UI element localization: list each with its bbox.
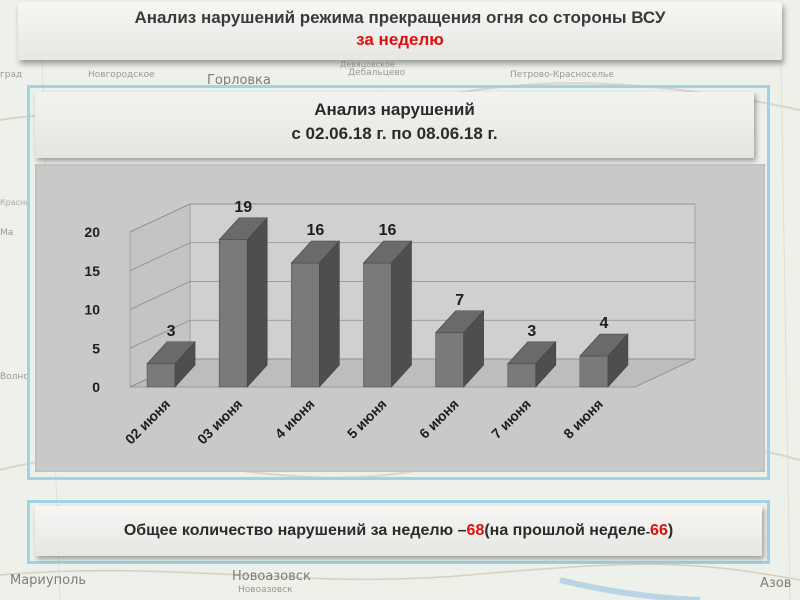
data-label: 7 [455,292,464,309]
x-tick-label: 5 июня [344,396,390,442]
bar-top [362,240,413,264]
y-tick-label: 0 [92,379,100,395]
summary-prefix: Общее количество нарушений за неделю – [123,522,467,539]
y-tick-label: 20 [84,224,100,240]
data-label: 16 [379,222,397,239]
bar-top [434,310,485,334]
map-label-novoazovsk: Новоазовск [232,569,311,584]
y-tick-label: 5 [92,340,100,356]
map-label-debaltsevo: Дебальцево [348,68,406,78]
x-tick-label: 7 июня [488,396,534,442]
bar [146,363,176,388]
x-tick-label: 03 июня [194,396,245,447]
bar-side [391,240,412,388]
chart-header: Анализ нарушений с 02.06.18 г. по 08.06.… [35,92,754,158]
y-tick-label: 15 [84,263,100,279]
data-label: 3 [527,323,536,340]
data-label: 4 [599,315,608,332]
bar [218,239,248,388]
map-label-petrovo: Петрово-Красноселье [510,70,614,80]
bar-chart: 0 5 10 15 20 3 02 июня 19 03 июня 16 4 июня 16 5 июн… [84,199,696,447]
map-label-devyatovskoe: Девяцовское [340,60,395,69]
y-tick-label: 10 [84,302,100,318]
map-label-azov: Азов [760,576,792,591]
map-label-grad: град [0,70,23,80]
chart-header-title: Анализ нарушений [314,100,475,119]
map-label-novoazovsk-sub: Новоазовск [238,585,293,595]
bar-top [146,341,196,365]
map-label-volno: Волно [0,372,29,382]
page-title: Анализ нарушений режима прекращения огня… [134,8,666,27]
map-label-mariupol: Мариуполь [10,573,87,588]
bar-top [290,240,341,264]
data-label: 16 [306,222,324,239]
gridline-diagonal [129,242,191,272]
bar-side [246,216,268,388]
map-label-gorlovka: Горловка [207,73,271,88]
x-tick-label: 6 июня [416,396,462,442]
summary-middle: (на прошлой неделе [484,522,646,539]
x-tick-label: 8 июня [560,396,606,442]
bar-top [579,333,629,357]
bar-side [319,240,340,388]
bar [363,262,392,388]
x-tick-label: 02 июня [122,396,173,447]
x-tick-label: 4 июня [272,396,318,442]
summary-panel-frame [27,500,770,564]
summary-suffix: ) [667,522,674,539]
gridline-diagonal [129,203,191,233]
summary-banner: Общее количество нарушений за неделю – 6… [35,506,762,556]
data-label: 19 [234,199,252,216]
bar [291,262,320,388]
summary-previous: 66 [650,522,668,539]
summary-total: 68 [466,522,485,539]
page-subtitle: за неделю [356,30,444,49]
gridline-diagonal [129,281,191,310]
bar [435,332,464,388]
gridline-diagonal [129,319,191,349]
map-label-novogorodskoe: Новгородское [88,70,155,80]
chart-header-period: с 02.06.18 г. по 08.06.18 г. [291,124,498,143]
data-label: 3 [167,323,176,340]
chart-panel-frame [27,85,770,480]
page-title-banner: Анализ нарушений режима прекращения огня… [18,2,782,60]
map-label-krasnoe: Красно [0,198,31,207]
bar-top [507,341,557,365]
bar-top [218,217,268,241]
bar [579,355,609,388]
summary-dash: - [645,523,651,539]
bar [507,363,537,388]
map-label-marinka: Ма [0,228,14,238]
